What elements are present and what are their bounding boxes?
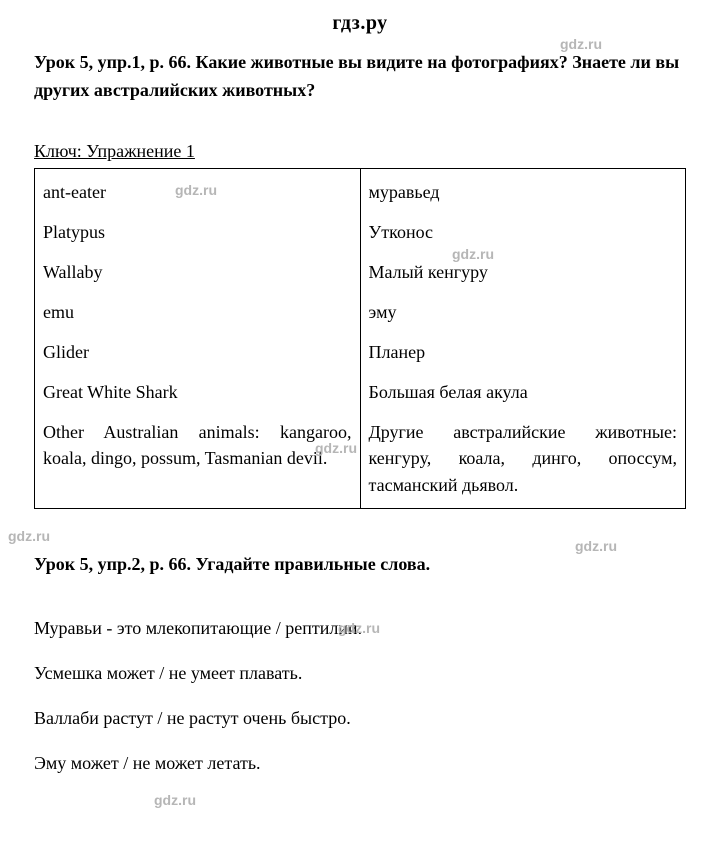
exercise2-title: Урок 5, упр.2, р. 66. Угадайте правильны… bbox=[34, 551, 686, 579]
exercise1-key-label: Ключ: Упражнение 1 bbox=[34, 141, 686, 162]
vocab-en: Glider bbox=[43, 339, 352, 365]
vocab-en: emu bbox=[43, 299, 352, 325]
exercise2-line: Муравьи - это млекопитающие / рептилии. bbox=[34, 615, 686, 642]
vocab-table: ant-eater Platypus Wallaby emu Glider Gr… bbox=[34, 168, 686, 509]
vocab-ru: Малый кенгуру bbox=[369, 259, 678, 285]
vocab-en: Other Australian animals: kangaroo, koal… bbox=[43, 419, 352, 471]
watermark: gdz.ru bbox=[154, 792, 196, 808]
site-header: гдз.ру bbox=[34, 12, 686, 35]
vocab-ru: Планер bbox=[369, 339, 678, 365]
vocab-ru: эму bbox=[369, 299, 678, 325]
vocab-en: Platypus bbox=[43, 219, 352, 245]
vocab-en: ant-eater bbox=[43, 179, 352, 205]
exercise2-line: Усмешка может / не умеет плавать. bbox=[34, 660, 686, 687]
table-cell-en: ant-eater Platypus Wallaby emu Glider Gr… bbox=[35, 168, 361, 508]
vocab-ru: Утконос bbox=[369, 219, 678, 245]
exercise2-line: Эму может / не может летать. bbox=[34, 750, 686, 777]
vocab-ru: Другие австралийские животные: кенгуру, … bbox=[369, 419, 678, 497]
vocab-en: Great White Shark bbox=[43, 379, 352, 405]
table-row: ant-eater Platypus Wallaby emu Glider Gr… bbox=[35, 168, 686, 508]
exercise2-line: Валлаби растут / не растут очень быстро. bbox=[34, 705, 686, 732]
table-cell-ru: муравьед Утконос Малый кенгуру эму Плане… bbox=[360, 168, 686, 508]
vocab-ru: Большая белая акула bbox=[369, 379, 678, 405]
exercise1-title: Урок 5, упр.1, р. 66. Какие животные вы … bbox=[34, 49, 686, 105]
vocab-ru: муравьед bbox=[369, 179, 678, 205]
vocab-en: Wallaby bbox=[43, 259, 352, 285]
